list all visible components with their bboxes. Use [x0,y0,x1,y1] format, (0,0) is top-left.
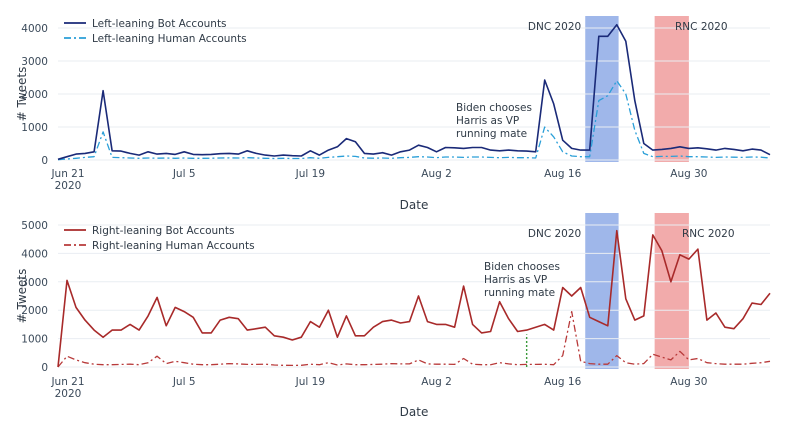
top-xtick-label: Aug 16 [544,168,582,180]
bottom-xtick-sublabel: 2020 [55,388,82,400]
bottom-annotation: Biden chooses Harris as VP running mate [484,261,560,299]
top-ylabel: # Tweets [15,67,29,122]
bottom-yticks: 0 1000 2000 3000 4000 5000 [21,220,48,374]
top-legend: Left-leaning Bot Accounts Left-leaning H… [64,18,247,45]
top-ytick-label: 1000 [21,122,48,134]
bottom-annotation-line-2: Harris as VP [484,274,547,286]
top-annotation-line-1: Biden chooses [456,102,532,114]
top-annotation-line-3: running mate [456,128,527,140]
bottom-xtick-label: Jul 5 [172,376,196,388]
top-bands [585,16,689,162]
bottom-series-lines [57,229,771,368]
top-xtick-label: Jul 5 [172,168,196,180]
bottom-xlabel: Date [400,405,429,419]
bottom-annotation-line-1: Biden chooses [484,261,560,273]
top-rnc-label: RNC 2020 [675,21,728,33]
bottom-ytick-label: 0 [41,362,48,374]
top-xticks: Jun 21 2020 Jul 5 Jul 19 Aug 2 Aug 16 Au… [50,168,707,192]
bottom-ytick-label: 3000 [21,277,48,289]
bottom-xtick-label: Jun 21 [50,376,84,388]
top-xtick-sublabel: 2020 [55,180,82,192]
bottom-chart: 0 1000 2000 3000 4000 5000 Jun 21 2020 J… [15,213,771,419]
top-chart: 0 1000 2000 3000 4000 Jun 21 2020 Jul 5 … [15,16,771,212]
bottom-dnc-band [585,213,619,369]
bottom-legend-label-right-bot: Right-leaning Bot Accounts [92,225,234,237]
bottom-dnc-label: DNC 2020 [528,228,581,240]
bottom-ytick-label: 1000 [21,334,48,346]
top-legend-label-left-bot: Left-leaning Bot Accounts [92,18,227,30]
bottom-ylabel: # Tweets [15,269,29,324]
top-xtick-label: Jun 21 [50,168,84,180]
top-xtick-label: Aug 30 [670,168,707,180]
top-xlabel: Date [400,198,429,212]
top-annotation-line-2: Harris as VP [456,115,519,127]
bottom-xtick-label: Jul 19 [295,376,325,388]
top-rnc-band [654,16,689,162]
bottom-rnc-label: RNC 2020 [682,228,735,240]
top-ytick-label: 4000 [21,23,48,35]
bottom-xtick-label: Aug 2 [421,376,452,388]
bottom-ytick-label: 4000 [21,248,48,260]
bottom-xtick-label: Aug 16 [544,376,582,388]
bottom-bands [585,213,689,369]
top-legend-label-left-human: Left-leaning Human Accounts [92,33,247,45]
bottom-rnc-band [654,213,689,369]
top-ytick-label: 2000 [21,89,48,101]
top-annotation: Biden chooses Harris as VP running mate [456,102,532,140]
top-series-line-left-human [57,80,771,161]
bottom-annotation-line-3: running mate [484,287,555,299]
bottom-series-line-right-human [57,310,771,368]
top-xtick-label: Jul 19 [295,168,325,180]
bottom-ytick-label: 2000 [21,305,48,317]
top-dnc-label: DNC 2020 [528,21,581,33]
top-gridlines [58,27,770,161]
top-ytick-label: 3000 [21,56,48,68]
bottom-xticks: Jun 21 2020 Jul 5 Jul 19 Aug 2 Aug 16 Au… [50,376,707,400]
top-xtick-label: Aug 2 [421,168,452,180]
bottom-ytick-label: 5000 [21,220,48,232]
top-series-line-left-bot [57,23,771,161]
top-series-lines [57,23,771,161]
bottom-legend-label-right-human: Right-leaning Human Accounts [92,240,255,252]
bottom-xtick-label: Aug 30 [670,376,707,388]
bottom-series-line-right-bot [57,229,771,368]
bottom-legend: Right-leaning Bot Accounts Right-leaning… [64,225,255,252]
top-ytick-label: 0 [41,155,48,167]
top-yticks: 0 1000 2000 3000 4000 [21,23,48,167]
